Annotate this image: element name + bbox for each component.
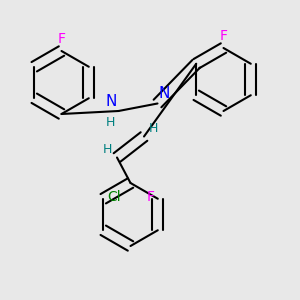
Text: N: N [159, 86, 170, 101]
Text: F: F [220, 28, 227, 43]
Text: H: H [106, 116, 115, 129]
Text: N: N [106, 94, 117, 109]
Text: F: F [146, 190, 154, 204]
Text: Cl: Cl [107, 190, 120, 204]
Text: H: H [148, 122, 158, 135]
Text: H: H [103, 143, 112, 156]
Text: F: F [58, 32, 65, 46]
